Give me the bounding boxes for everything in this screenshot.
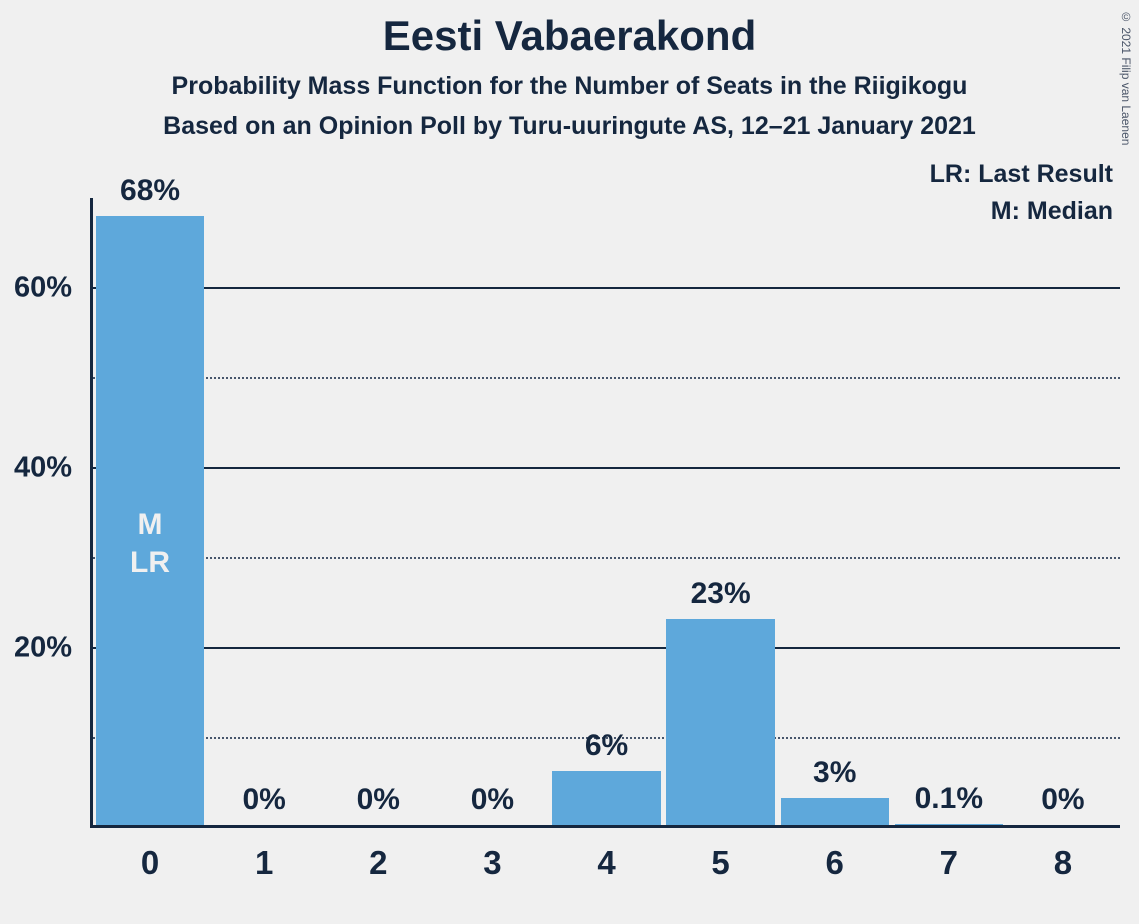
x-tick-label: 0 xyxy=(93,844,207,882)
bar-value-label: 23% xyxy=(654,577,788,611)
plot-area: 20%40%60%068%MLR10%20%30%46%523%63%70.1%… xyxy=(90,198,1120,828)
annot-m: M xyxy=(96,508,204,542)
x-tick-label: 8 xyxy=(1006,844,1120,882)
grid-minor xyxy=(93,377,1120,379)
grid-major xyxy=(93,287,1120,289)
grid-minor xyxy=(93,557,1120,559)
chart-subtitle-1: Probability Mass Function for the Number… xyxy=(0,72,1139,101)
annot-lr: LR xyxy=(96,546,204,580)
bar-value-label: 0% xyxy=(996,783,1130,817)
x-tick-label: 2 xyxy=(321,844,435,882)
legend-lr: LR: Last Result xyxy=(930,160,1113,189)
x-tick-label: 3 xyxy=(435,844,549,882)
grid-major xyxy=(93,647,1120,649)
in-bar-annotation: M LR xyxy=(96,508,204,580)
grid-major xyxy=(93,467,1120,469)
y-axis xyxy=(90,198,93,828)
x-tick-label: 4 xyxy=(549,844,663,882)
bar xyxy=(781,798,889,825)
bar xyxy=(552,771,660,825)
x-tick-label: 6 xyxy=(778,844,892,882)
y-tick-label: 20% xyxy=(0,632,72,665)
x-tick-label: 7 xyxy=(892,844,1006,882)
x-axis xyxy=(90,825,1120,828)
y-tick-label: 60% xyxy=(0,272,72,305)
chart-title: Eesti Vabaerakond xyxy=(0,12,1139,60)
y-tick-label: 40% xyxy=(0,452,72,485)
chart-subtitle-2: Based on an Opinion Poll by Turu-uuringu… xyxy=(0,112,1139,141)
bar-value-label: 68% xyxy=(83,174,217,208)
bar-value-label: 6% xyxy=(539,729,673,763)
bar xyxy=(895,824,1003,825)
chart-container: © 2021 Filip van Laenen Eesti Vabaerakon… xyxy=(0,0,1139,924)
bar-value-label: 0% xyxy=(425,783,559,817)
x-tick-label: 1 xyxy=(207,844,321,882)
x-tick-label: 5 xyxy=(664,844,778,882)
bar xyxy=(666,619,774,825)
